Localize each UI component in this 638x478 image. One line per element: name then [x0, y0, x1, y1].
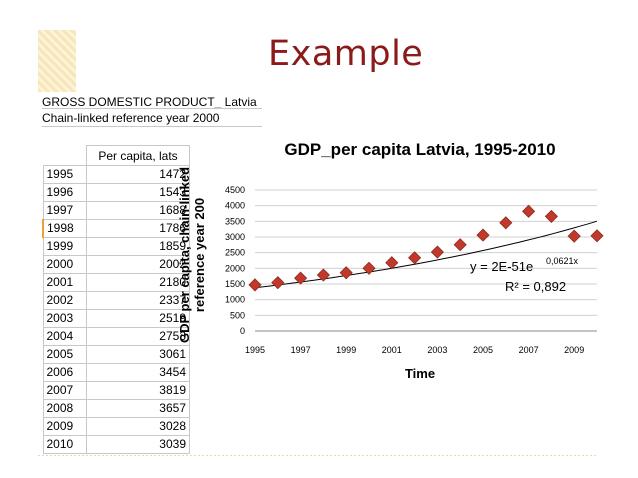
y-tick-label: 500: [230, 310, 245, 320]
y-axis-label: reference year 200: [192, 198, 207, 312]
year-cell: 2001: [42, 273, 87, 292]
y-tick-label: 1000: [225, 295, 245, 305]
data-point: [453, 238, 467, 252]
data-point: [590, 229, 604, 243]
data-point: [248, 278, 262, 292]
data-point: [522, 204, 536, 218]
data-point: [430, 245, 444, 259]
data-point: [476, 228, 490, 242]
data-point: [316, 268, 330, 282]
scatter-chart: GDP_per capita Latvia, 1995-2010 0 500 1000…: [177, 140, 604, 381]
x-tick-label: 1999: [336, 345, 356, 355]
table-row: 2007 3819: [42, 381, 190, 400]
y-tick-label: 0: [240, 326, 245, 336]
slide-title: Example: [268, 34, 424, 74]
data-point: [567, 229, 581, 243]
data-point: [499, 216, 513, 230]
year-cell: 1997: [42, 201, 87, 220]
table-row: 2000 2002: [42, 255, 190, 274]
trendline: [254, 220, 598, 289]
year-cell: 1999: [42, 237, 87, 256]
y-tick-label: 2500: [225, 248, 245, 258]
table-row: 2006 3454: [42, 363, 190, 382]
year-cell: 2009: [42, 417, 87, 436]
year-cell: 1995: [42, 165, 87, 184]
x-tick-label: 1995: [245, 345, 265, 355]
sheet-subtitle: Chain-linked reference year 2000: [42, 111, 220, 125]
year-cell: 2000: [42, 255, 87, 274]
y-tick-label: 3000: [225, 232, 245, 242]
table-row: 2001 2180: [42, 273, 190, 292]
x-axis-label: Time: [405, 366, 435, 381]
y-tick-label: 4000: [225, 201, 245, 211]
decorative-pattern: [38, 30, 76, 92]
sheet-title: GROSS DOMESTIC PRODUCT_ Latvia: [42, 95, 257, 109]
data-point: [339, 266, 353, 280]
value-cell: 3657: [86, 399, 190, 418]
x-tick-label: 2009: [564, 345, 584, 355]
y-tick-label: 1500: [225, 279, 245, 289]
r-squared-label: R² = 0,892: [505, 279, 566, 294]
year-cell: 2006: [42, 363, 87, 382]
value-cell: 3028: [86, 417, 190, 436]
year-cell: 2005: [42, 345, 87, 364]
table-row: 2002 2337: [42, 291, 190, 310]
x-tick-label: 2007: [519, 345, 539, 355]
trendline-exponent: 0,0621x: [546, 256, 579, 266]
sheet-divider: [42, 126, 262, 127]
trendline-equation: y = 2E-51e: [470, 259, 533, 274]
x-tick-label: 1997: [291, 345, 311, 355]
value-cell: 3819: [86, 381, 190, 400]
year-cell: 2007: [42, 381, 87, 400]
year-header: [43, 146, 87, 166]
year-cell: 2010: [42, 435, 87, 454]
year-cell: 1998: [42, 219, 87, 238]
value-cell: 1786: [86, 219, 190, 238]
y-axis-label: GDP per capita, chain-linked: [177, 167, 192, 343]
data-point: [294, 271, 308, 285]
y-tick-label: 3500: [225, 216, 245, 226]
table-row: 1995 1472: [42, 165, 190, 184]
data-point: [362, 261, 376, 275]
table-row: 2009 3028: [42, 417, 190, 436]
table-header-row: Per capita, lats: [43, 145, 190, 166]
year-cell: 2004: [42, 327, 87, 346]
x-tick-label: 2001: [382, 345, 402, 355]
value-cell: 2337: [86, 291, 190, 310]
value-cell: 3454: [86, 363, 190, 382]
sheet-divider: [42, 108, 262, 109]
x-tick-label: 2003: [427, 345, 447, 355]
table-row: 2003 2519: [42, 309, 190, 328]
y-tick-label: 2000: [225, 263, 245, 273]
year-cell: 2008: [42, 399, 87, 418]
data-table: Per capita, lats 1995 1472 1996 1543 1997 168…: [42, 145, 190, 454]
table-row: 1997 1688: [42, 201, 190, 220]
y-tick-label: 4500: [225, 185, 245, 195]
table-row: 1999 1859: [42, 237, 190, 256]
data-point: [544, 209, 558, 223]
decorative-divider: [38, 455, 598, 456]
table-row: 2004 2753: [42, 327, 190, 346]
data-point: [408, 251, 422, 265]
table-row: 1998 1786: [42, 219, 190, 238]
table-row: 2005 3061: [42, 345, 190, 364]
value-cell: 3039: [86, 435, 190, 454]
year-cell: 2003: [42, 309, 87, 328]
table-row: 1996 1543: [42, 183, 190, 202]
year-cell: 1996: [42, 183, 87, 202]
table-row: 2008 3657: [42, 399, 190, 418]
data-point: [385, 256, 399, 270]
table-row: 2010 3039: [42, 435, 190, 454]
data-point: [271, 276, 285, 290]
x-tick-label: 2005: [473, 345, 493, 355]
chart-title: GDP_per capita Latvia, 1995-2010: [284, 140, 555, 159]
year-cell: 2002: [42, 291, 87, 310]
